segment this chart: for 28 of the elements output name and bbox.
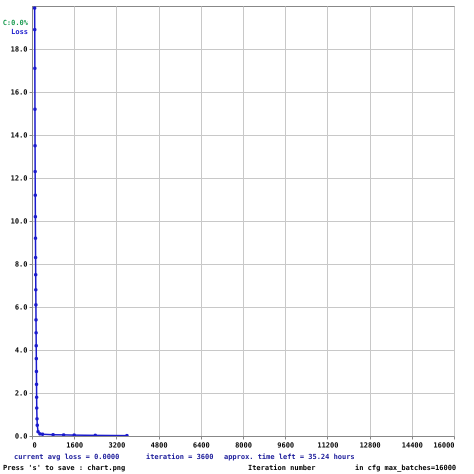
- point: [33, 170, 37, 174]
- point: [72, 433, 76, 436]
- point: [38, 432, 42, 436]
- point: [34, 214, 38, 218]
- point: [62, 433, 66, 436]
- point: [34, 193, 37, 197]
- point: [34, 331, 38, 335]
- point: [34, 288, 38, 292]
- point: [35, 406, 38, 410]
- point: [36, 424, 40, 427]
- point: [40, 432, 44, 436]
- point: [34, 236, 38, 240]
- point: [34, 396, 38, 400]
- point: [34, 273, 38, 276]
- point: [32, 6, 36, 10]
- point: [33, 28, 36, 32]
- point: [33, 144, 37, 148]
- point: [35, 417, 39, 421]
- point: [51, 432, 55, 436]
- point: [34, 370, 38, 374]
- point: [34, 303, 38, 307]
- point: [34, 344, 38, 348]
- point: [33, 66, 37, 70]
- point: [34, 256, 38, 260]
- point: [34, 356, 38, 360]
- point: [34, 382, 38, 386]
- point: [34, 318, 38, 322]
- point: [33, 107, 37, 111]
